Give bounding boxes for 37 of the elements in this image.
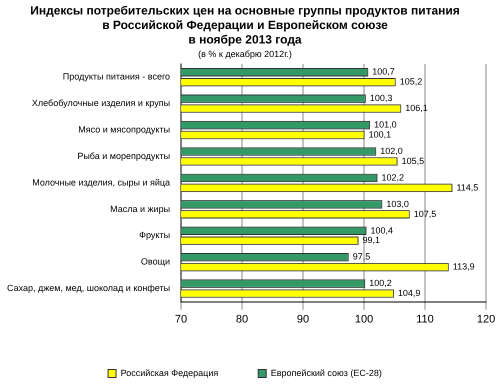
legend-label: Европейский союз (ЕС-28) xyxy=(270,368,382,378)
x-tick-label: 100 xyxy=(354,313,374,326)
data-label: 100,2 xyxy=(369,278,392,288)
data-label: 113,9 xyxy=(452,262,475,272)
data-label: 104,9 xyxy=(398,288,420,298)
y-tick-label: Хлебобулочные изделия и крупы xyxy=(32,98,170,108)
data-label: 100,1 xyxy=(368,129,392,140)
data-label: 103,0 xyxy=(386,198,409,209)
data-label: 100,3 xyxy=(370,93,392,104)
x-tick-label: 120 xyxy=(476,313,496,326)
x-tick-label: 70 xyxy=(174,313,188,326)
y-tick-label: Рыба и морепродукты xyxy=(77,150,170,161)
x-tick-label: 90 xyxy=(296,313,310,326)
data-label: 99,1 xyxy=(362,235,380,246)
chart-subtitle: (в % к декабрю 2012г.) xyxy=(198,49,292,60)
chart-title: Индексы потребительских цен на основные группы продуктов питания в Российской Федерации и Европейском союзе в ноябре 2013 года xyxy=(30,4,460,46)
data-label: 100,4 xyxy=(370,225,393,236)
x-tick-label: 80 xyxy=(236,313,248,326)
legend-label: Российская Федерация xyxy=(120,368,218,378)
data-label: 107,5 xyxy=(414,208,436,219)
data-label: 97,5 xyxy=(352,252,370,262)
y-tick-label: Масла и жиры xyxy=(110,204,170,214)
data-label: 105,5 xyxy=(402,156,424,166)
y-tick-label: Сахар, джем, мед, шоколад и конфеты xyxy=(6,283,170,294)
data-label: 105,2 xyxy=(400,76,422,87)
y-tick-label: Продукты питания - всего xyxy=(62,72,170,82)
y-tick-label: Фрукты xyxy=(139,230,170,240)
data-label: 102,0 xyxy=(380,146,403,156)
x-tick-label: 110 xyxy=(416,313,434,326)
data-label: 100,7 xyxy=(372,66,395,77)
y-tick-label: Мясо и мясопродукты xyxy=(78,124,170,135)
data-label: 114,5 xyxy=(456,182,478,192)
y-tick-label: Овощи xyxy=(140,256,170,267)
data-label: 106,1 xyxy=(405,103,428,114)
y-tick-label: Молочные изделия, сыры и яйца xyxy=(32,177,170,188)
data-label: 102,2 xyxy=(381,172,404,182)
data-label: 101,0 xyxy=(374,120,397,130)
